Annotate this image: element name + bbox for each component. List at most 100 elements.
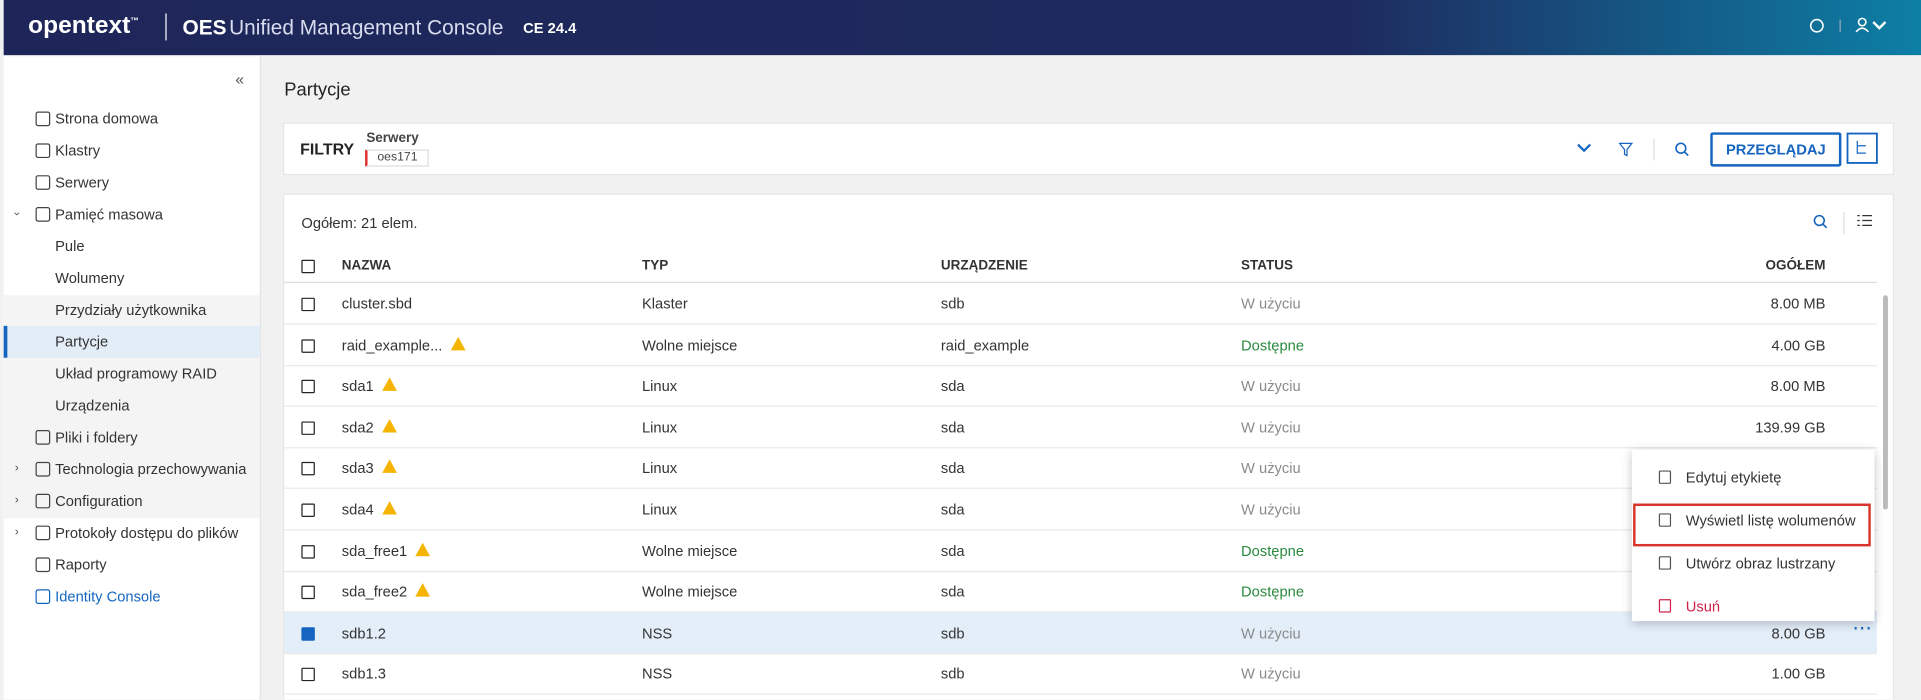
menu-item[interactable]: Wyświetl listę wolumenów — [1685, 512, 1856, 530]
table-card: Ogółem: 21 elem. NAZWA TYP URZĄDZENIE STATU… — [283, 193, 1895, 700]
row-border — [284, 446, 1877, 449]
row-checkbox[interactable] — [301, 668, 315, 682]
row-border — [284, 529, 1877, 531]
row-checkbox[interactable] — [301, 544, 315, 559]
nav-item[interactable]: Partycje — [55, 333, 109, 351]
row-name: sda_free2 — [341, 583, 408, 601]
nav-item[interactable]: Przydziały użytkownika — [55, 301, 207, 319]
page-title: Partycje — [284, 79, 351, 101]
tree-button[interactable] — [1846, 132, 1878, 164]
nav-item[interactable]: Pliki i foldery — [55, 428, 138, 446]
row-type: Linux — [641, 418, 678, 436]
nav-icon — [35, 111, 51, 127]
row-border — [284, 405, 1877, 407]
nav-item[interactable]: Technologia przechowywania — [55, 460, 247, 478]
filter-icons[interactable] — [1571, 138, 1730, 161]
filter-chip[interactable]: oes171 — [365, 149, 429, 167]
nav-icon — [35, 557, 51, 573]
row-total: 8.00 GB — [1771, 624, 1826, 642]
row-checkbox[interactable] — [301, 585, 315, 600]
expander[interactable]: › — [10, 211, 24, 216]
row-type: NSS — [641, 665, 673, 683]
nav-icon — [35, 493, 51, 509]
row-type: Linux — [641, 459, 678, 478]
column-header[interactable]: OGÓŁEM — [1765, 258, 1826, 274]
warning-icon — [382, 377, 397, 392]
menu-item[interactable]: Usuń — [1685, 597, 1721, 616]
brand: opentext™ — [28, 12, 139, 40]
nav-item[interactable]: Raporty — [55, 556, 107, 574]
brand-mark: ™ — [130, 17, 139, 27]
nav-item[interactable]: Klastry — [55, 142, 101, 160]
row-device: sda — [940, 583, 965, 601]
row-checkbox[interactable] — [301, 462, 315, 476]
collapse-button[interactable]: « — [235, 69, 245, 89]
nav-item[interactable]: Serwery — [55, 173, 110, 192]
nav-item[interactable]: Protokoły dostępu do plików — [55, 524, 239, 542]
row-border — [284, 611, 1877, 613]
menu-item[interactable]: Utwórz obraz lustrzany — [1685, 554, 1836, 573]
row-status: W użyciu — [1241, 665, 1301, 683]
row-type: NSS — [641, 624, 673, 642]
header-checkbox[interactable] — [301, 259, 315, 274]
warning-icon — [450, 336, 466, 350]
column-header[interactable]: STATUS — [1241, 258, 1293, 274]
expander[interactable]: › — [14, 461, 19, 476]
row-checkbox[interactable] — [301, 421, 315, 435]
row-device: raid_example — [940, 336, 1030, 354]
menu-icon — [1658, 556, 1672, 570]
filter-name: Serwery — [366, 131, 419, 146]
row-border — [284, 323, 1877, 325]
nav-item[interactable]: Układ programowy RAID — [55, 365, 217, 383]
row-status: W użyciu — [1241, 501, 1301, 519]
column-header[interactable]: NAZWA — [341, 258, 392, 274]
row-checkbox[interactable] — [301, 338, 315, 353]
nav-icon — [35, 430, 51, 445]
warning-icon — [382, 418, 397, 433]
row-name: sda2 — [341, 418, 374, 436]
row-checkbox[interactable] — [301, 297, 315, 312]
header-icons[interactable] — [1805, 16, 1891, 38]
row-status: W użyciu — [1241, 459, 1301, 478]
table-icons[interactable] — [1810, 211, 1884, 234]
browse-button[interactable]: PRZEGLĄDAJ — [1710, 132, 1842, 167]
nav-item[interactable]: Urządzenia — [55, 396, 130, 415]
menu-item[interactable]: Edytuj etykietę — [1685, 469, 1782, 487]
nav-item[interactable]: Pule — [55, 237, 85, 255]
column-header[interactable]: URZĄDZENIE — [940, 258, 1028, 274]
nav-item[interactable]: Configuration — [55, 492, 143, 510]
row-border — [284, 693, 1877, 696]
row-name: sda3 — [341, 459, 374, 478]
row-total: 1.00 GB — [1771, 665, 1826, 683]
nav-icon — [35, 207, 51, 222]
nav-item[interactable]: Wolumeny — [55, 269, 125, 287]
scrollbar[interactable] — [1883, 295, 1888, 510]
nav-item[interactable]: Pamięć masowa — [55, 205, 163, 223]
row-status: W użyciu — [1241, 377, 1301, 395]
row-actions[interactable]: ⋯ — [1852, 618, 1874, 640]
filter-label: FILTRY — [300, 139, 355, 159]
expander[interactable]: › — [14, 493, 19, 508]
selected-bg — [3, 325, 260, 358]
row-total: 4.00 GB — [1771, 336, 1826, 354]
warning-icon — [415, 542, 431, 556]
expander[interactable]: › — [14, 525, 19, 540]
row-device: sdb — [940, 295, 965, 313]
row-status: Dostępne — [1241, 542, 1304, 560]
row-device: sdb — [940, 665, 965, 683]
row-checkbox[interactable] — [301, 627, 315, 641]
row-type: Klaster — [641, 295, 688, 313]
row-type: Wolne miejsce — [641, 583, 738, 601]
header: opentext™ OES Unified Management Console… — [3, 0, 1921, 56]
column-header[interactable]: TYP — [641, 258, 669, 274]
row-total: 8.00 MB — [1770, 295, 1826, 313]
row-status: W użyciu — [1241, 295, 1301, 313]
nav-icon — [35, 143, 51, 159]
selected-bar — [3, 325, 8, 358]
row-type: Wolne miejsce — [641, 336, 738, 354]
row-checkbox[interactable] — [301, 503, 315, 518]
nav-item[interactable]: Strona domowa — [55, 110, 159, 128]
row-checkbox[interactable] — [301, 380, 315, 394]
nav-item[interactable]: Identity Console — [55, 588, 161, 606]
